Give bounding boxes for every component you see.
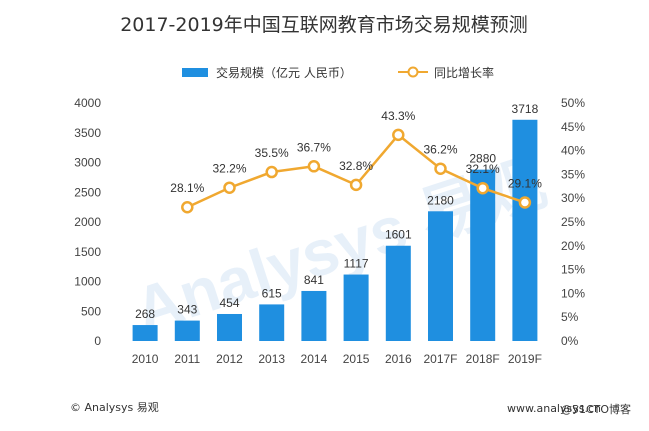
bar-value-label: 2880 [469,152,496,166]
y-left-tick-label: 0 [94,334,101,348]
y-left-tick-label: 1000 [74,275,101,289]
line-value-label: 36.2% [423,143,457,157]
bar [512,119,538,342]
y-right-tick-label: 40% [561,144,585,158]
line-value-label: 35.5% [255,146,289,160]
bar-value-label: 1117 [344,257,369,271]
line-series [181,128,532,214]
line-point [223,181,236,194]
line-point [518,196,532,209]
line-point [392,128,405,142]
x-tick-label: 2014 [301,352,328,366]
line-value-label: 32.2% [212,162,246,176]
x-tick-label: 2013 [258,352,285,366]
y-right-tick-label: 5% [561,310,579,324]
chart-title: 2017-2019年中国互联网教育市场交易规模预测 [120,14,528,36]
line-point [349,178,363,192]
x-tick-label: 2018F [466,352,500,366]
y-left-tick-label: 3000 [74,156,101,170]
line-value-label: 36.7% [297,140,331,154]
y-right-tick-label: 35% [561,167,585,181]
bar [428,211,453,341]
bar [343,274,369,341]
y-axis-right: 0% 5% 10% 15% 20% 25% 30% 35% 40% 45% 50% [561,96,585,348]
x-tick-label: 2019F [508,352,542,366]
y-right-tick-label: 25% [561,215,585,229]
line-value-label: 43.3% [381,109,415,123]
line-value-label: 32.8% [339,159,373,173]
legend-bar-swatch [182,68,208,77]
line-point [181,200,194,214]
bar-value-label: 2180 [427,193,454,207]
x-tick-label: 2015 [343,352,370,366]
x-tick-label: 2010 [132,352,159,366]
line-point [307,160,321,173]
y-right-tick-label: 50% [561,96,585,110]
bar [259,304,285,341]
legend-line-label: 同比增长率 [434,65,494,80]
y-right-tick-label: 15% [561,263,585,277]
bar [174,320,200,341]
bar-value-label: 454 [219,296,239,310]
x-tick-label: 2016 [385,352,412,366]
legend: 交易规模（亿元 人民币） 同比增长率 [182,65,494,80]
footer: © Analysys 易观 www.analysys.cn @51CTO博客 [70,401,631,416]
line-point [434,162,447,175]
y-right-tick-label: 0% [561,334,579,348]
y-right-tick-label: 45% [561,120,585,134]
y-left-tick-label: 2500 [74,185,101,199]
y-right-tick-label: 10% [561,286,585,300]
line-labels: 28.1% 32.2% 35.5% 36.7% 32.8% 43.3% 36.2% 32.1%… [170,109,542,195]
y-left-tick-label: 2000 [74,215,101,229]
bar-series [132,119,538,342]
line-value-label: 28.1% [170,181,204,195]
bar-value-label: 841 [304,273,324,287]
y-left-tick-label: 3500 [74,126,101,140]
x-tick-label: 2017F [423,352,457,366]
bar [132,325,158,341]
bar-value-label: 3718 [512,102,539,116]
legend-line-marker [407,66,419,78]
y-right-tick-label: 20% [561,239,585,253]
x-tick-label: 2011 [174,352,200,366]
line-value-label: 32.1% [466,162,500,176]
x-axis: 2010 2011 2012 2013 2014 2015 2016 2017F 2018F 20… [132,352,542,366]
legend-bar-label: 交易规模（亿元 人民币） [216,65,352,80]
bar [470,169,496,341]
x-tick-label: 2012 [216,352,243,366]
bar [217,313,242,341]
line-point [265,165,278,179]
bar-value-label: 615 [262,286,282,300]
bar [301,290,327,341]
bar-labels: 268 343 454 615 841 1117 1601 2180 2880 3718 [135,102,538,321]
bar-value-label: 1601 [385,228,412,242]
bar [385,245,411,341]
bar-value-label: 268 [135,307,155,321]
line-point [476,181,489,195]
y-axis-left: 0 500 1000 1500 2000 2500 3000 3500 4000 [74,96,101,348]
y-left-tick-label: 1500 [74,245,101,259]
bar-value-label: 343 [177,303,197,317]
line-value-label: 29.1% [508,176,542,190]
footer-url: www.analysys.cn [507,402,601,415]
y-left-tick-label: 500 [81,304,101,318]
footer-source: © Analysys 易观 [70,401,159,414]
y-left-tick-label: 4000 [74,96,101,110]
y-right-tick-label: 30% [561,191,585,205]
footer-overlay: @51CTO博客 [561,402,631,416]
